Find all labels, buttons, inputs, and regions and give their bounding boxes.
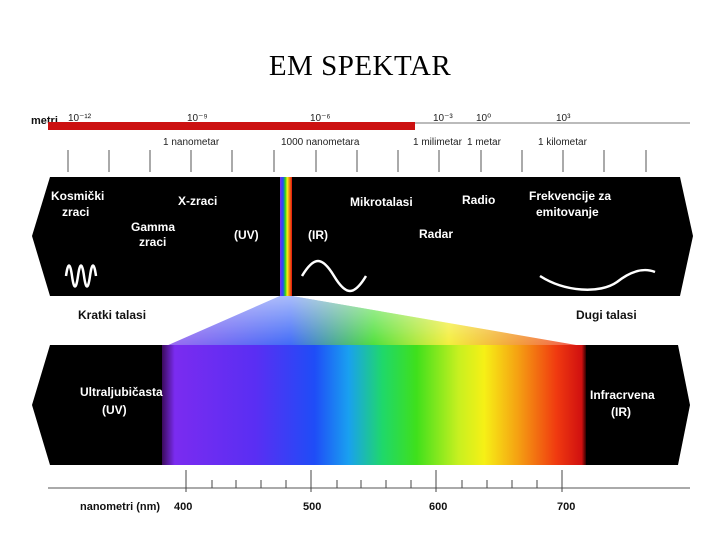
top-scale-ticks [67, 150, 647, 172]
nm-ticks [185, 470, 563, 492]
length-label-5: 1 kilometar [538, 137, 588, 148]
gamma-rays-label-2: zraci [139, 235, 166, 249]
microwave-label: Mikrotalasi [350, 195, 413, 209]
infrared-label: Infracrvena [590, 388, 655, 402]
power-label-4: 10⁻³ [433, 113, 453, 124]
length-label-2: 1000 nanometara [281, 137, 360, 148]
nm-tick-400: 400 [174, 501, 192, 513]
nm-tick-500: 500 [303, 501, 321, 513]
long-wave-icon [539, 268, 656, 291]
radar-label: Radar [419, 227, 453, 241]
power-label-3: 10⁻⁶ [310, 113, 331, 124]
radio-label: Radio [462, 193, 495, 207]
nanometer-unit-label: nanometri (nm) [80, 501, 160, 513]
broadcast-label-2: emitovanje [536, 205, 599, 219]
gamma-rays-label-1: Gamma [131, 220, 175, 234]
infrared-abbrev: (IR) [611, 405, 631, 419]
uv-band-label: (UV) [234, 228, 259, 242]
power-label-2: 10⁻⁹ [187, 113, 208, 124]
visible-spectrum [162, 345, 586, 465]
medium-wave-icon [300, 259, 368, 293]
power-label-5: 10⁰ [476, 113, 491, 124]
ultraviolet-abbrev: (UV) [102, 403, 127, 417]
em-band [32, 177, 693, 296]
page-title: EM SPEKTAR [268, 50, 452, 82]
length-label-1: 1 nanometar [163, 137, 220, 148]
xray-label: X-zraci [178, 194, 217, 208]
power-label-6: 10³ [556, 113, 571, 124]
length-label-3: 1 milimetar [413, 137, 463, 148]
short-waves-label: Kratki talasi [78, 308, 146, 322]
length-label-4: 1 metar [467, 137, 502, 148]
power-label-1: 10⁻¹² [68, 113, 92, 124]
nm-tick-600: 600 [429, 501, 447, 513]
cosmic-rays-label-1: Kosmički [51, 189, 104, 203]
long-waves-label: Dugi talasi [576, 308, 637, 322]
broadcast-label-1: Frekvencije za [529, 189, 611, 203]
ir-band-label: (IR) [308, 228, 328, 242]
nm-tick-700: 700 [557, 501, 575, 513]
ultraviolet-label: Ultraljubičasta [80, 385, 163, 399]
spectrum-fan-highlight [166, 296, 582, 346]
red-range-bar [48, 122, 415, 130]
short-wave-icon [64, 264, 98, 288]
cosmic-rays-label-2: zraci [62, 205, 89, 219]
visible-light-strip [280, 177, 292, 296]
